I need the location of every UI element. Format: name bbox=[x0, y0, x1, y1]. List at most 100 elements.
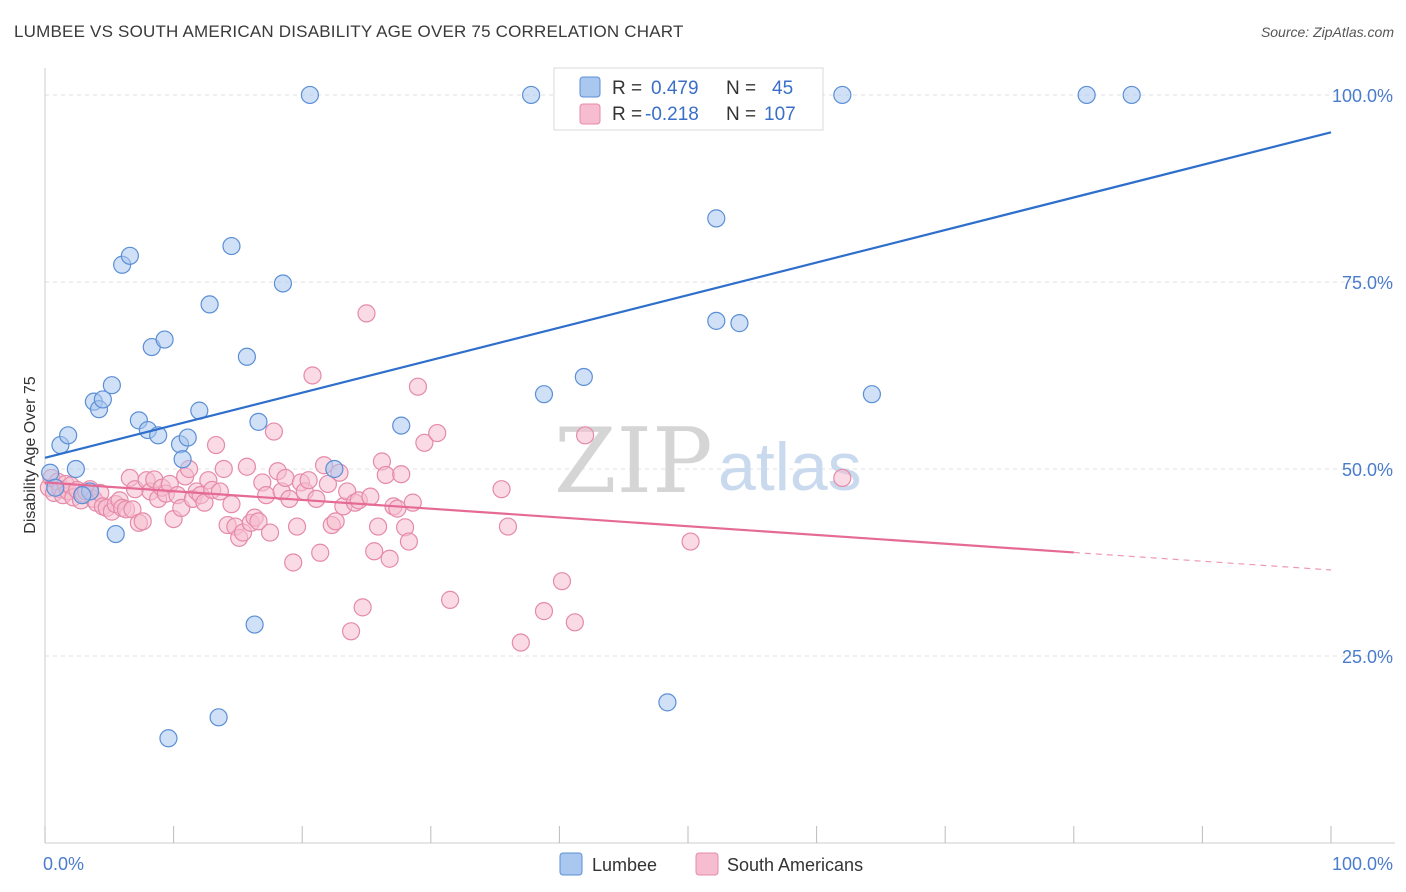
y-tick-label: 25.0% bbox=[1342, 647, 1393, 667]
x-tick-label: 0.0% bbox=[43, 854, 84, 874]
data-point-south-americans bbox=[318, 474, 338, 494]
legend-r-value-lumbee: 0.479 bbox=[651, 78, 699, 99]
data-point-south-americans bbox=[392, 465, 411, 484]
data-point-south-americans bbox=[365, 542, 384, 561]
data-point-south-americans bbox=[257, 486, 276, 505]
data-point-lumbee bbox=[249, 412, 268, 431]
data-point-lumbee bbox=[93, 390, 112, 409]
data-point-south-americans bbox=[576, 426, 595, 445]
data-point-lumbee bbox=[200, 295, 219, 314]
data-point-south-americans bbox=[415, 433, 434, 452]
data-point-south-americans bbox=[311, 543, 330, 562]
y-tick-label: 50.0% bbox=[1342, 460, 1393, 480]
data-point-lumbee bbox=[102, 376, 121, 395]
data-point-south-americans bbox=[388, 499, 407, 518]
data-point-lumbee bbox=[120, 246, 139, 265]
data-point-south-americans bbox=[833, 468, 852, 488]
watermark: ZIP atlas bbox=[554, 409, 862, 514]
data-point-lumbee bbox=[833, 85, 852, 105]
data-point-south-americans bbox=[303, 366, 322, 385]
data-point-south-americans bbox=[299, 471, 318, 490]
legend-r-value-south-americans: -0.218 bbox=[645, 104, 699, 125]
data-point-lumbee bbox=[300, 85, 320, 105]
bottom-legend-label-south-americans: South Americans bbox=[727, 855, 863, 875]
data-point-south-americans bbox=[565, 613, 584, 632]
data-point-lumbee bbox=[222, 236, 241, 256]
bottom-legend-swatch-lumbee bbox=[559, 852, 583, 876]
data-point-south-americans bbox=[380, 549, 399, 568]
data-point-south-americans bbox=[284, 553, 303, 572]
data-point-lumbee bbox=[325, 459, 344, 479]
data-point-lumbee bbox=[658, 693, 677, 712]
trend-line-south-americans bbox=[44, 481, 1074, 554]
legend-swatch-lumbee bbox=[579, 76, 601, 98]
chart-source: Source: ZipAtlas.com bbox=[1260, 24, 1394, 40]
legend-swatch-south-americans bbox=[579, 103, 601, 125]
bottom-legend-swatch-south-americans bbox=[695, 852, 719, 876]
data-point-south-americans bbox=[307, 489, 326, 509]
data-point-lumbee bbox=[73, 486, 92, 505]
axes bbox=[44, 68, 1395, 844]
data-point-lumbee bbox=[173, 450, 192, 469]
gridlines bbox=[45, 94, 1395, 657]
data-point-south-americans bbox=[276, 468, 295, 488]
data-point-lumbee bbox=[862, 385, 881, 404]
data-point-south-americans bbox=[440, 590, 460, 609]
data-point-south-americans bbox=[214, 459, 233, 479]
data-point-south-americans bbox=[353, 598, 372, 617]
trend-line-south-americans-extension bbox=[1073, 551, 1332, 571]
watermark-atlas: atlas bbox=[718, 429, 862, 505]
y-axis-title: Disability Age Over 75 bbox=[22, 376, 39, 534]
chart-title: LUMBEE VS SOUTH AMERICAN DISABILITY AGE … bbox=[14, 22, 684, 41]
data-point-south-americans bbox=[206, 435, 226, 455]
data-point-south-americans bbox=[341, 622, 361, 641]
data-point-south-americans bbox=[249, 512, 268, 531]
x-tick-label: 100.0% bbox=[1332, 854, 1393, 874]
legend-r-label-south-americans: R = bbox=[612, 104, 642, 125]
series-lumbee-points bbox=[41, 85, 1141, 748]
legend-n-label-lumbee: N = bbox=[726, 78, 756, 99]
legend-r-label-lumbee: R = bbox=[612, 78, 642, 99]
series-legend: Lumbee South Americans bbox=[559, 852, 863, 876]
data-point-south-americans bbox=[428, 423, 447, 443]
data-point-south-americans bbox=[260, 523, 280, 542]
bottom-legend-label-lumbee: Lumbee bbox=[592, 855, 657, 875]
stats-legend: R = 0.479 N = 45 R = -0.218 N = 107 bbox=[553, 67, 824, 131]
data-point-south-americans bbox=[361, 487, 380, 506]
data-point-south-americans bbox=[222, 495, 241, 514]
data-point-lumbee bbox=[707, 311, 726, 330]
data-point-lumbee bbox=[155, 330, 174, 349]
data-point-south-americans bbox=[408, 377, 428, 396]
data-point-south-americans bbox=[681, 532, 700, 551]
data-point-lumbee bbox=[178, 428, 197, 447]
tick-labels: 25.0% 50.0% 75.0% 100.0% 0.0% 100.0% bbox=[43, 86, 1393, 874]
data-point-lumbee bbox=[66, 459, 85, 479]
data-point-lumbee bbox=[59, 426, 78, 445]
data-point-lumbee bbox=[707, 209, 726, 228]
data-point-south-americans bbox=[399, 532, 419, 551]
trend-lines bbox=[44, 131, 1332, 571]
data-point-lumbee bbox=[245, 615, 264, 634]
data-point-lumbee bbox=[392, 416, 411, 435]
y-tick-label: 100.0% bbox=[1332, 86, 1393, 106]
data-point-south-americans bbox=[552, 572, 572, 591]
data-point-lumbee bbox=[1077, 85, 1096, 105]
data-point-south-americans bbox=[368, 517, 388, 536]
data-point-south-americans bbox=[357, 304, 376, 323]
data-point-south-americans bbox=[326, 512, 345, 531]
data-point-lumbee bbox=[237, 347, 257, 366]
legend-n-value-lumbee: 45 bbox=[772, 78, 793, 99]
data-point-south-americans bbox=[264, 422, 284, 441]
y-tick-label: 75.0% bbox=[1342, 273, 1393, 293]
data-point-south-americans bbox=[287, 517, 307, 536]
trend-line-lumbee bbox=[44, 131, 1332, 459]
data-point-south-americans bbox=[376, 465, 395, 485]
data-point-lumbee bbox=[209, 708, 228, 727]
legend-n-value-south-americans: 107 bbox=[764, 104, 796, 125]
data-point-south-americans bbox=[534, 602, 554, 621]
data-point-south-americans bbox=[498, 517, 518, 536]
data-point-south-americans bbox=[133, 512, 152, 531]
data-point-south-americans bbox=[511, 633, 530, 652]
data-point-south-americans bbox=[237, 457, 257, 476]
